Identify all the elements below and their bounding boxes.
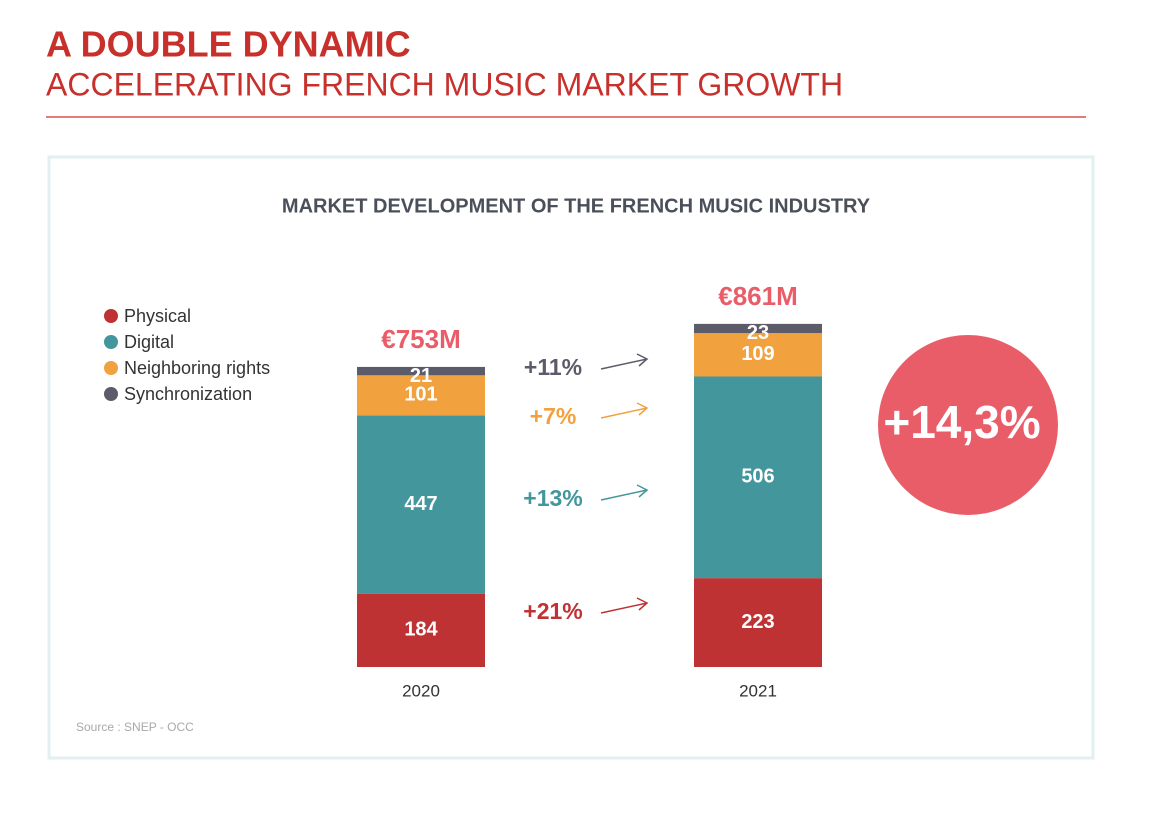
total-growth-label: +14,3% xyxy=(883,396,1040,448)
growth-arrow-head xyxy=(636,484,649,498)
growth-label: +11% xyxy=(524,354,582,380)
legend-dot xyxy=(104,335,118,349)
growth-arrow-head xyxy=(636,353,649,367)
value-label: 109 xyxy=(741,343,774,365)
legend-label: Digital xyxy=(124,332,174,352)
source: Source : SNEP - OCC xyxy=(76,720,194,734)
growth-label: +13% xyxy=(523,485,582,511)
x-tick-label: 2021 xyxy=(739,681,777,700)
slide-subtitle: ACCELERATING FRENCH MUSIC MARKET GROWTH xyxy=(46,66,843,102)
growth-circle xyxy=(878,335,1058,515)
growth-label: +7% xyxy=(530,403,577,429)
slide-title: A DOUBLE DYNAMIC xyxy=(46,24,411,65)
legend-dot xyxy=(104,387,118,401)
legend-label: Physical xyxy=(124,306,191,326)
growth-arrow xyxy=(600,358,648,370)
value-label: 21 xyxy=(410,365,432,387)
growth-label: +21% xyxy=(523,598,582,624)
value-label: 184 xyxy=(404,619,438,641)
x-tick-label: 2020 xyxy=(402,681,440,700)
bar-segment xyxy=(357,593,485,667)
bar-segment xyxy=(694,323,822,334)
value-label: 101 xyxy=(404,384,437,406)
bar-segment xyxy=(694,333,822,377)
total-label: €753M xyxy=(381,324,461,354)
bar-segment xyxy=(694,578,822,667)
growth-arrow-head xyxy=(636,402,649,416)
value-label: 447 xyxy=(404,493,437,515)
bar-segment xyxy=(357,375,485,416)
legend-label: Synchronization xyxy=(124,384,252,404)
legend-dot xyxy=(104,309,118,323)
bar-segment xyxy=(357,415,485,594)
legend-label: Neighboring rights xyxy=(124,358,270,378)
growth-arrow-head xyxy=(636,597,649,611)
bar-segment xyxy=(357,366,485,376)
value-label: 23 xyxy=(747,322,769,344)
growth-arrow xyxy=(600,407,648,419)
legend-dot xyxy=(104,361,118,375)
total-label: €861M xyxy=(718,281,798,311)
growth-arrow xyxy=(600,602,648,614)
bar-segment xyxy=(694,376,822,579)
growth-arrow xyxy=(600,489,648,501)
value-label: 506 xyxy=(741,466,774,488)
chart-title: MARKET DEVELOPMENT OF THE FRENCH MUSIC I… xyxy=(282,195,871,217)
value-label: 223 xyxy=(741,611,774,633)
